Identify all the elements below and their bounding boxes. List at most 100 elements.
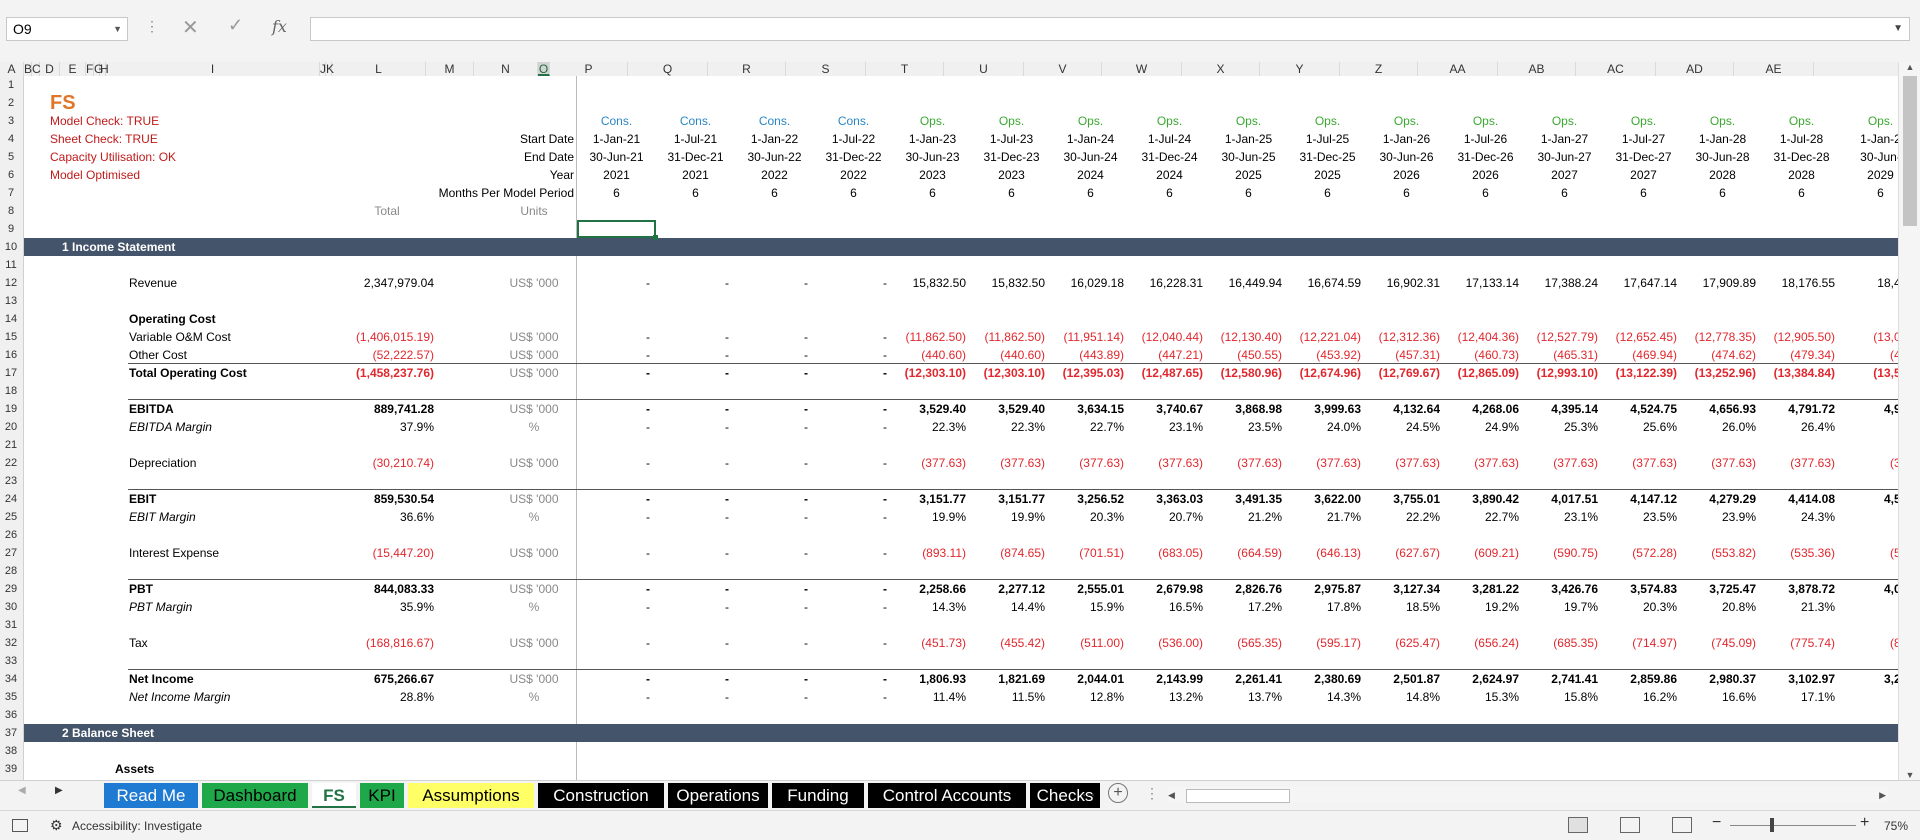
value-cell[interactable]: 3,127.34 xyxy=(1393,582,1440,596)
value-cell[interactable]: 15.3% xyxy=(1484,690,1519,704)
value-cell[interactable]: 23.1% xyxy=(1563,510,1598,524)
value-cell[interactable]: (535.36) xyxy=(1790,546,1835,560)
value-cell[interactable]: - xyxy=(804,510,808,524)
value-cell[interactable]: - xyxy=(725,510,729,524)
value-cell[interactable]: 3,151.77 xyxy=(919,492,966,506)
column-header-k[interactable]: K xyxy=(326,62,335,76)
column-header-u[interactable]: U xyxy=(944,62,1024,76)
value-cell[interactable]: 15,832.50 xyxy=(991,276,1045,290)
value-cell[interactable]: - xyxy=(646,600,650,614)
row-header-33[interactable]: 33 xyxy=(4,655,18,667)
value-cell[interactable]: - xyxy=(804,276,808,290)
value-cell[interactable]: 2,380.69 xyxy=(1314,672,1361,686)
column-header-ad[interactable]: AD xyxy=(1656,62,1734,76)
column-header-b[interactable]: B xyxy=(24,62,33,76)
value-cell[interactable]: (460.73) xyxy=(1474,348,1519,362)
row-header-8[interactable]: 8 xyxy=(7,205,15,217)
value-cell[interactable]: (13,252.96) xyxy=(1694,366,1756,380)
row-header-28[interactable]: 28 xyxy=(4,565,18,577)
value-cell[interactable]: 22.2% xyxy=(1405,510,1440,524)
value-cell[interactable]: - xyxy=(883,672,887,686)
value-cell[interactable]: - xyxy=(804,690,808,704)
value-cell[interactable]: (443.89) xyxy=(1079,348,1124,362)
value-cell[interactable]: - xyxy=(646,330,650,344)
accessibility-status[interactable]: Accessibility: Investigate xyxy=(72,819,203,833)
value-cell[interactable]: 22.3% xyxy=(1010,420,1045,434)
row-header-23[interactable]: 23 xyxy=(4,475,18,487)
row-header-34[interactable]: 34 xyxy=(4,673,18,685)
value-cell[interactable]: - xyxy=(883,546,887,560)
value-cell[interactable]: (455.42) xyxy=(1000,636,1045,650)
column-header-z[interactable]: Z xyxy=(1340,62,1418,76)
value-cell[interactable]: (714.97) xyxy=(1632,636,1677,650)
row-header-25[interactable]: 25 xyxy=(4,511,18,523)
row-header-2[interactable]: 2 xyxy=(7,97,15,109)
row-header-14[interactable]: 14 xyxy=(4,313,18,325)
column-header-o[interactable]: O xyxy=(538,62,550,76)
value-cell[interactable]: (377.63) xyxy=(1395,456,1440,470)
value-cell[interactable]: 18,447 xyxy=(1877,276,1898,290)
value-cell[interactable]: (12,580.96) xyxy=(1220,366,1282,380)
check-icon[interactable]: ✓ xyxy=(228,15,244,35)
value-cell[interactable]: (12,778.35) xyxy=(1694,330,1756,344)
cancel-x-icon[interactable]: ✕ xyxy=(182,17,199,39)
value-cell[interactable]: 3,363.03 xyxy=(1156,492,1203,506)
value-cell[interactable]: - xyxy=(804,420,808,434)
value-cell[interactable]: 16.2% xyxy=(1642,690,1677,704)
value-cell[interactable]: - xyxy=(883,402,887,416)
value-cell[interactable]: - xyxy=(646,348,650,362)
value-cell[interactable]: (516 xyxy=(1889,546,1898,560)
value-cell[interactable]: 1,821.69 xyxy=(998,672,1045,686)
value-cell[interactable]: 4,414.08 xyxy=(1788,492,1835,506)
value-cell[interactable]: 4,929 xyxy=(1883,402,1898,416)
value-cell[interactable]: (11,862.50) xyxy=(905,330,967,344)
value-cell[interactable]: 15.8% xyxy=(1563,690,1598,704)
value-cell[interactable]: 2,277.12 xyxy=(998,582,1045,596)
sheet-tab-read-me[interactable]: Read Me xyxy=(104,783,198,808)
value-cell[interactable]: (440.60) xyxy=(921,348,966,362)
value-cell[interactable]: 14.4% xyxy=(1010,600,1045,614)
scroll-right-icon[interactable]: ▶ xyxy=(1879,790,1886,800)
value-cell[interactable]: 3,491.35 xyxy=(1235,492,1282,506)
value-cell[interactable]: (13,384.84) xyxy=(1773,366,1835,380)
value-cell[interactable]: 18,176.55 xyxy=(1781,276,1835,290)
value-cell[interactable]: 3,529.40 xyxy=(998,402,1045,416)
value-cell[interactable]: 26.4% xyxy=(1800,420,1835,434)
column-header-w[interactable]: W xyxy=(1102,62,1182,76)
value-cell[interactable]: (12,395.03) xyxy=(1062,366,1124,380)
accessibility-icon[interactable]: ⚙ xyxy=(50,817,63,833)
value-cell[interactable]: (377.63) xyxy=(1316,456,1361,470)
value-cell[interactable]: 20.3% xyxy=(1642,600,1677,614)
value-cell[interactable]: 2,826.76 xyxy=(1235,582,1282,596)
value-cell[interactable]: 18.5% xyxy=(1405,600,1440,614)
value-cell[interactable]: 2,980.37 xyxy=(1709,672,1756,686)
value-cell[interactable]: 12.8% xyxy=(1089,690,1124,704)
value-cell[interactable]: - xyxy=(725,636,729,650)
row-header-17[interactable]: 17 xyxy=(4,367,18,379)
value-cell[interactable]: (553.82) xyxy=(1711,546,1756,560)
value-cell[interactable]: (377.63) xyxy=(1158,456,1203,470)
column-header-s[interactable]: S xyxy=(786,62,866,76)
value-cell[interactable]: - xyxy=(804,456,808,470)
value-cell[interactable]: 4,132.64 xyxy=(1393,402,1440,416)
value-cell[interactable]: 19.9% xyxy=(1010,510,1045,524)
value-cell[interactable]: 11.4% xyxy=(932,690,966,704)
value-cell[interactable]: 23.5% xyxy=(1642,510,1677,524)
sheet-tab-construction[interactable]: Construction xyxy=(538,783,664,808)
value-cell[interactable]: 24.3% xyxy=(1800,510,1835,524)
value-cell[interactable]: 3,725.47 xyxy=(1709,582,1756,596)
value-cell[interactable]: - xyxy=(725,402,729,416)
value-cell[interactable]: 17.2% xyxy=(1247,600,1282,614)
value-cell[interactable]: - xyxy=(725,330,729,344)
value-cell[interactable]: - xyxy=(804,546,808,560)
value-cell[interactable]: - xyxy=(804,600,808,614)
value-cell[interactable]: (565.35) xyxy=(1237,636,1282,650)
value-cell[interactable]: (377.63) xyxy=(1079,456,1124,470)
value-cell[interactable]: 2,859.86 xyxy=(1630,672,1677,686)
column-header-c[interactable]: C xyxy=(32,62,41,76)
row-header-21[interactable]: 21 xyxy=(4,439,18,451)
scroll-thumb[interactable] xyxy=(1903,76,1917,226)
sheet-grid[interactable]: FS Model Check: TRUE Sheet Check: TRUE Cap… xyxy=(24,76,1898,780)
value-cell[interactable]: (377.63) xyxy=(1000,456,1045,470)
value-cell[interactable]: 4,395.14 xyxy=(1551,402,1598,416)
